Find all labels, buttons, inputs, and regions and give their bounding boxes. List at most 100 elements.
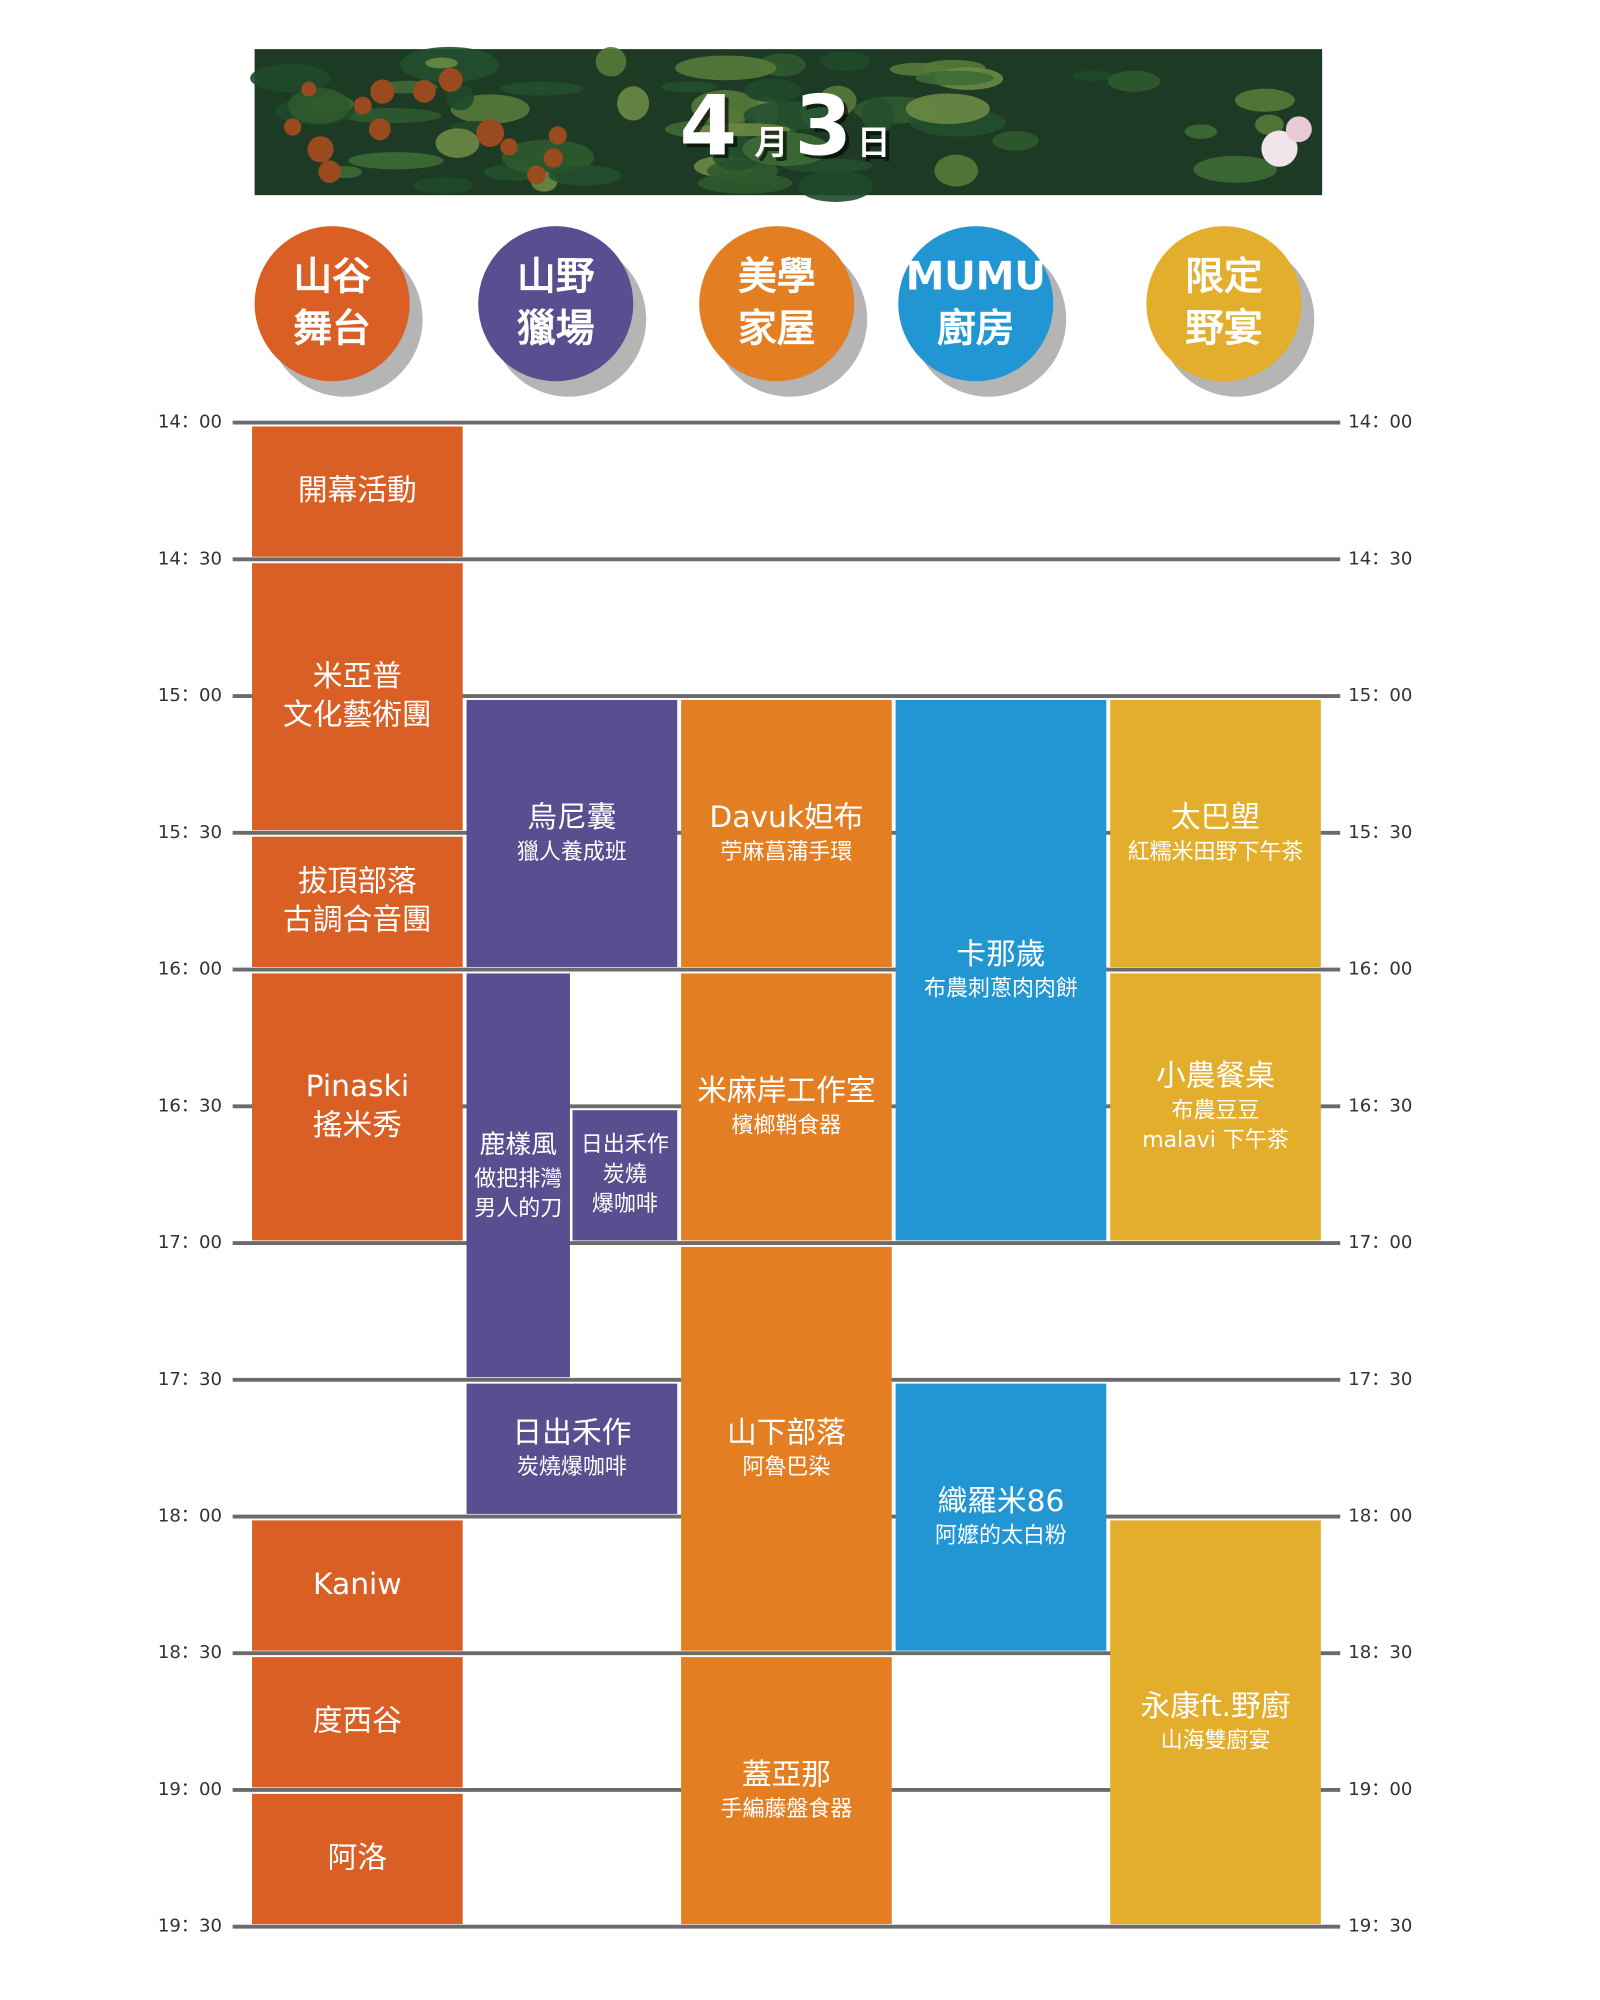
event-text: 米麻岸工作室 xyxy=(697,1074,875,1109)
leaf xyxy=(819,51,871,72)
leaf xyxy=(1184,124,1218,139)
event-block xyxy=(252,1657,463,1788)
berry xyxy=(548,126,567,145)
time-label: 14：00 xyxy=(158,412,222,433)
venue-circle xyxy=(478,226,634,382)
event-block xyxy=(252,563,463,831)
event-text: 拔頂部落 xyxy=(298,864,417,899)
event-text: 度西谷 xyxy=(313,1704,402,1739)
time-label: 16：00 xyxy=(1348,959,1412,980)
event-text: 做把排灣 xyxy=(474,1167,562,1192)
event-text: 爆咖啡 xyxy=(592,1192,658,1217)
event-text: 阿魯巴染 xyxy=(742,1455,830,1480)
event-text: 太巴塱 xyxy=(1171,800,1260,835)
event-text: 阿嬤的太白粉 xyxy=(935,1524,1067,1549)
venue-circle xyxy=(254,226,410,382)
berry xyxy=(318,160,341,183)
leaf xyxy=(743,101,838,131)
leaf xyxy=(1255,114,1284,135)
berry xyxy=(527,165,546,185)
time-label: 14：00 xyxy=(1348,412,1412,433)
berry xyxy=(476,119,505,147)
event-block xyxy=(1110,1520,1321,1925)
event-text: 苧麻菖蒲手環 xyxy=(721,840,853,865)
time-label: 17：00 xyxy=(158,1232,222,1253)
event-text: 炭燒爆咖啡 xyxy=(517,1455,627,1480)
event-block xyxy=(572,1110,678,1241)
date-shadow: 3 xyxy=(798,81,856,178)
berry xyxy=(500,138,518,156)
leaf xyxy=(1193,155,1278,183)
venue-name: 限定 xyxy=(1185,255,1263,300)
berry xyxy=(370,79,395,104)
event-text: 卡那歲 xyxy=(956,937,1045,972)
time-label: 16：30 xyxy=(158,1095,222,1116)
event-text: 搖米秀 xyxy=(313,1108,402,1143)
time-label: 19：00 xyxy=(1348,1779,1412,1800)
event-block xyxy=(252,836,463,967)
date-shadow: 4 xyxy=(683,81,741,178)
event-text: 鹿樣風 xyxy=(480,1130,558,1160)
event-text: 山下部落 xyxy=(727,1415,846,1450)
event-block xyxy=(466,973,570,1378)
event-block xyxy=(681,1246,892,1651)
event-block xyxy=(252,1520,463,1651)
berry xyxy=(283,118,302,136)
time-label: 17：30 xyxy=(1348,1369,1412,1390)
venue-name: 獵場 xyxy=(517,306,595,351)
leaf xyxy=(915,70,994,86)
date: 4 xyxy=(679,77,737,174)
event-text: 文化藝術團 xyxy=(283,698,432,733)
event-text: Pinaski xyxy=(306,1069,410,1104)
flower xyxy=(1285,116,1312,143)
leaf xyxy=(743,78,801,103)
venue-name: 家屋 xyxy=(738,306,816,351)
event-text: 烏尼囊 xyxy=(527,800,616,835)
event-block xyxy=(1110,973,1321,1241)
time-label: 14：30 xyxy=(158,548,222,569)
date-shadow: 日 xyxy=(861,127,895,166)
time-label: 16：30 xyxy=(1348,1095,1412,1116)
event-block xyxy=(681,973,892,1241)
date: 3 xyxy=(794,77,852,174)
event-text: 蓋亞那 xyxy=(742,1757,831,1792)
leaf xyxy=(697,172,793,194)
event-text: 獵人養成班 xyxy=(517,840,627,865)
leaf xyxy=(992,130,1039,151)
venue-name: MUMU xyxy=(906,255,1046,300)
time-label: 18：30 xyxy=(158,1642,222,1663)
event-text: 炭燒 xyxy=(603,1162,647,1187)
leaf xyxy=(548,165,621,186)
time-label: 19：30 xyxy=(1348,1916,1412,1937)
venue-name: 野宴 xyxy=(1185,306,1263,351)
leaf xyxy=(691,90,759,124)
time-label: 19：30 xyxy=(158,1916,222,1937)
leaf xyxy=(742,131,830,166)
event-text: 織羅米86 xyxy=(937,1484,1064,1519)
event-text: 小農餐桌 xyxy=(1156,1059,1275,1094)
berry xyxy=(543,148,563,168)
venue-name: 美學 xyxy=(738,255,816,300)
event-text: 檳榔鞘食器 xyxy=(732,1113,842,1138)
event-block xyxy=(895,1383,1107,1651)
venue-name: 山谷 xyxy=(293,255,371,300)
event-text: Davuk妲布 xyxy=(709,800,863,835)
leaf xyxy=(798,170,874,202)
time-label: 15：00 xyxy=(158,685,222,706)
event-text: 古調合音團 xyxy=(283,903,432,938)
event-text: 山海雙廚宴 xyxy=(1161,1729,1271,1754)
leaf xyxy=(660,81,717,93)
time-label: 16：00 xyxy=(158,959,222,980)
time-label: 15：00 xyxy=(1348,685,1412,706)
leaf xyxy=(694,123,791,137)
event-text: Kaniw xyxy=(313,1567,402,1602)
event-text: 阿洛 xyxy=(328,1840,387,1875)
event-block xyxy=(895,699,1107,1241)
berry xyxy=(368,118,391,141)
time-label: 18：00 xyxy=(1348,1506,1412,1527)
event-text: 紅糯米田野下午茶 xyxy=(1128,840,1304,865)
flower xyxy=(1261,130,1298,167)
event-block xyxy=(681,699,892,967)
